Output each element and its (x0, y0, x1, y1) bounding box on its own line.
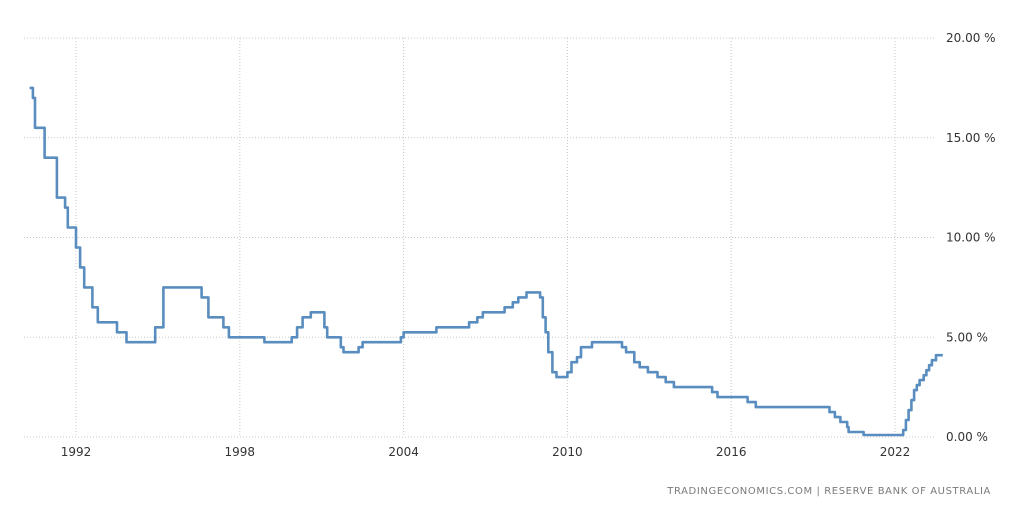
y-tick-label: 0.00 % (946, 430, 988, 444)
x-tick-label: 2004 (388, 445, 419, 459)
x-tick-label: 2022 (880, 445, 911, 459)
grid (24, 37, 935, 438)
y-tick-label: 15.00 % (946, 131, 996, 145)
x-tick-label: 2010 (552, 445, 583, 459)
axes: 0.00 % 5.00 % 10.00 % 15.00 % 20.00 % 1992 199… (61, 31, 996, 459)
x-tick-label: 1992 (61, 445, 92, 459)
y-tick-label: 5.00 % (946, 330, 988, 344)
series-line (29, 86, 943, 437)
source-credit: TRADINGECONOMICS.COM | RESERVE BANK OF A… (667, 486, 991, 497)
series-layer (29, 86, 943, 437)
y-tick-label: 20.00 % (946, 31, 996, 45)
y-tick-label: 10.00 % (946, 231, 996, 245)
x-tick-label: 2016 (716, 445, 747, 459)
x-tick-label: 1998 (225, 445, 256, 459)
